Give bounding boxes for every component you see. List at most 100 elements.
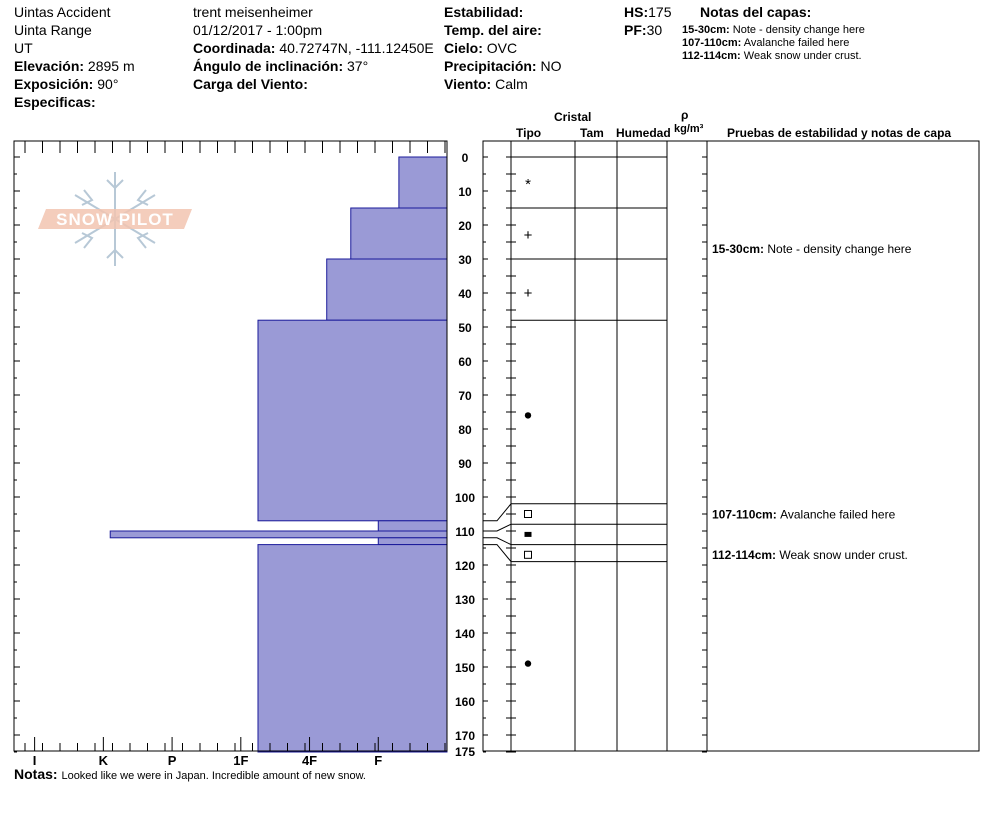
hardness-bar (398, 156, 448, 209)
layer-note-annotation-text: Weak snow under crust. (779, 548, 908, 562)
exposure-value: 90° (97, 76, 119, 92)
hardness-bar (257, 544, 448, 753)
depth-tick-label: 175 (455, 745, 475, 759)
decomposing-symbol: + (524, 227, 533, 244)
layer-note-annotation-depth: 15-30cm: (712, 242, 767, 256)
hardness-bar (326, 258, 448, 321)
sky-field: Cielo: OVC (444, 40, 518, 56)
air-temp-label: Temp. del aire: (444, 22, 542, 38)
snow-height-label: HS: (624, 4, 649, 20)
moisture-header: Humedad (616, 126, 671, 140)
type-header: Tipo (516, 126, 542, 140)
precipitation-value: NO (540, 58, 562, 74)
depth-tick-label: 150 (455, 661, 475, 675)
rounded-grains-symbol (524, 660, 532, 667)
hardness-tick-label: 1F (233, 753, 248, 768)
penetration-field: PF:30 (624, 22, 662, 38)
layer-note-text: Weak snow under crust. (743, 50, 862, 62)
precipitation-label: Precipitación: (444, 58, 537, 74)
precipitation-field: Precipitación: NO (444, 58, 561, 74)
depth-tick-label: 170 (455, 729, 475, 743)
layer-note-depth: 112-114cm: (682, 50, 741, 62)
notes-text: Looked like we were in Japan. Incredible… (61, 770, 366, 782)
depth-tick-label: 20 (458, 219, 472, 233)
layer-note-annotation: 107-110cm: Avalanche failed here (712, 507, 896, 521)
layer-note-annotation-depth: 107-110cm: (712, 507, 780, 521)
depth-tick-label: 80 (458, 423, 472, 437)
depth-tick-label: 140 (455, 627, 475, 641)
coordinate-value: 40.72747N, -111.12450E (279, 40, 434, 56)
stability-label: Estabilidad: (444, 4, 524, 20)
wind-label: Viento: (444, 76, 492, 92)
notes-label: Notas: (14, 766, 58, 782)
layer-notes-title: Notas del capas: (700, 4, 812, 20)
hardness-bar (377, 537, 448, 546)
range-name: Uinta Range (14, 22, 92, 38)
penetration-value: 30 (646, 22, 663, 38)
solid-crystal-symbol (524, 531, 532, 537)
hardness-tick-label: P (168, 753, 177, 768)
coordinate-label: Coordinada: (193, 40, 276, 56)
crystal-table-frame (482, 140, 980, 752)
size-header: Tam (580, 126, 604, 140)
layer-note-text: Note - density change here (732, 24, 865, 36)
wind-load-label: Carga del Viento: (193, 76, 308, 92)
depth-tick-label: 160 (455, 695, 475, 709)
layer-note-annotation-depth: 112-114cm: (712, 548, 779, 562)
layer-connector (483, 523, 512, 532)
specifics-label: Especificas: (14, 94, 96, 110)
depth-tick-label: 40 (458, 287, 472, 301)
layer-note-annotation: 112-114cm: Weak snow under crust. (712, 548, 908, 562)
state-name: UT (14, 40, 33, 56)
depth-tick-label: 0 (462, 151, 469, 165)
rounded-grains-symbol (524, 412, 532, 419)
slope-angle-label: Ángulo de inclinación: (193, 58, 344, 74)
layer-note-annotation: 15-30cm: Note - density change here (712, 242, 912, 256)
exposure-label: Exposición: (14, 76, 94, 92)
layer-note: 112-114cm: Weak snow under crust. (682, 50, 862, 63)
hardness-tick-label: F (374, 753, 382, 768)
sky-value: OVC (486, 40, 518, 56)
layer-note-annotation-text: Note - density change here (767, 242, 911, 256)
depth-tick-label: 120 (455, 559, 475, 573)
hardness-tick-label: I (33, 753, 37, 768)
depth-tick-label: 100 (455, 491, 475, 505)
new-snow-symbol: * (525, 176, 531, 193)
faceted-crystal-symbol (524, 510, 532, 518)
snowpilot-logo: SNOW PILOT (38, 172, 192, 266)
snow-height-value: 175 (648, 4, 672, 20)
depth-tick-label: 110 (455, 525, 475, 539)
layer-connector (483, 503, 512, 522)
layer-connector (483, 537, 512, 546)
depth-tick-label: 60 (458, 355, 472, 369)
density-unit: kg/m³ (674, 123, 704, 135)
snow-height-field: HS:175 (624, 4, 671, 20)
layer-note: 15-30cm: Note - density change here (682, 24, 865, 37)
elevation-value: 2895 m (87, 58, 135, 74)
hardness-tick-label: 4F (302, 753, 317, 768)
hardness-bar (257, 319, 448, 522)
depth-tick-label: 50 (458, 321, 472, 335)
hardness-tick-label: K (99, 753, 109, 768)
sky-label: Cielo: (444, 40, 483, 56)
density-symbol: ρ (681, 108, 689, 122)
elevation-field: Elevación: 2895 m (14, 58, 135, 74)
slope-angle-field: Ángulo de inclinación: 37° (193, 58, 368, 74)
observer-name: trent meisenheimer (193, 4, 313, 20)
crystal-header: Cristal (554, 110, 592, 124)
depth-tick-label: 10 (458, 185, 472, 199)
layer-note: 107-110cm: Avalanche failed here (682, 37, 849, 50)
depth-tick-label: 30 (458, 253, 472, 267)
penetration-label: PF: (624, 22, 647, 38)
slope-angle-value: 37° (347, 58, 369, 74)
layer-note-depth: 15-30cm: (682, 24, 730, 36)
depth-tick-label: 70 (458, 389, 472, 403)
layer-connector (483, 544, 512, 562)
observation-datetime: 01/12/2017 - 1:00pm (193, 22, 323, 38)
location-name: Uintas Accident (14, 4, 111, 20)
layer-note-text: Avalanche failed here (743, 37, 850, 49)
coordinate-field: Coordinada: 40.72747N, -111.12450E (193, 40, 434, 56)
stability-notes-header: Pruebas de estabilidad y notas de capa (727, 126, 952, 140)
elevation-label: Elevación: (14, 58, 85, 74)
